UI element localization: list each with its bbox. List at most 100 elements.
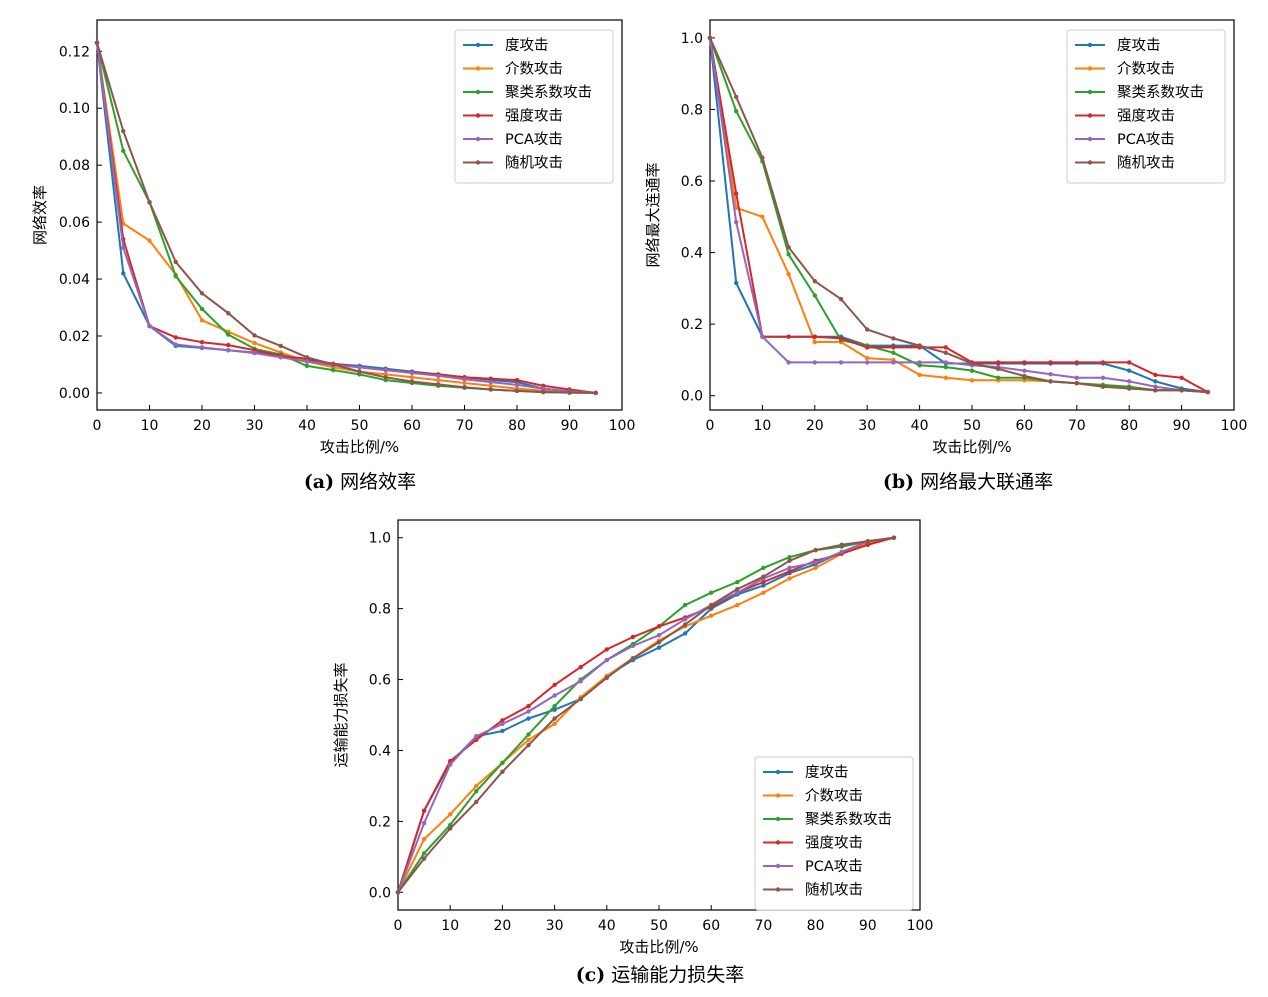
- data-point: [656, 640, 662, 645]
- data-point: [526, 737, 531, 743]
- data-point: [541, 386, 546, 391]
- x-tick-label: 80: [1120, 418, 1138, 434]
- data-point: [1153, 372, 1158, 378]
- data-point: [656, 633, 662, 638]
- x-tick-label: 70: [1068, 418, 1086, 434]
- x-tick-label: 90: [859, 918, 877, 934]
- data-point: [812, 339, 817, 345]
- legend-marker: [775, 793, 781, 798]
- data-point: [436, 377, 441, 383]
- y-tick-label: 0.0: [681, 389, 703, 405]
- data-point: [761, 583, 766, 588]
- data-point: [996, 366, 1001, 372]
- x-tick-label: 30: [246, 418, 264, 434]
- data-point: [421, 808, 427, 813]
- data-point: [630, 643, 636, 649]
- data-point: [526, 716, 531, 721]
- y-tick-label: 0.08: [59, 158, 90, 174]
- data-point: [735, 586, 740, 592]
- data-point: [173, 259, 178, 265]
- legend-marker: [475, 136, 481, 142]
- data-point: [448, 762, 453, 767]
- data-point: [761, 574, 766, 579]
- data-point: [199, 318, 205, 323]
- data-point: [1127, 360, 1132, 365]
- x-tick-label: 0: [93, 418, 102, 434]
- legend-label: 随机攻击: [805, 882, 863, 899]
- data-point: [707, 35, 713, 41]
- y-tick-label: 0.06: [59, 215, 90, 231]
- data-point: [578, 696, 583, 702]
- legend-label: 介数攻击: [505, 61, 563, 78]
- caption-c: (c) 运输能力损失率: [510, 960, 810, 987]
- data-point: [526, 703, 531, 709]
- data-point: [436, 373, 441, 379]
- y-tick-label: 0.6: [369, 673, 391, 689]
- chart-panel-a: 0 10 20 30 40 50 60 70 80 90 100 0.00 0.02 0.04 0.06 0.…: [0, 0, 640, 470]
- data-point: [786, 245, 791, 250]
- series-group: [707, 35, 1210, 395]
- data-point: [199, 345, 205, 350]
- x-tick-label: 100: [907, 918, 934, 934]
- data-point: [656, 624, 662, 629]
- data-point: [474, 783, 479, 789]
- data-point: [462, 385, 467, 390]
- x-tick-label: 90: [561, 418, 579, 434]
- data-point: [1022, 368, 1027, 373]
- y-tick-label: 0.02: [59, 329, 90, 345]
- legend-marker: [775, 887, 781, 892]
- caption-c-letter: (c): [575, 964, 606, 986]
- legend-marker: [475, 113, 481, 118]
- chart-svg: 0 10 20 30 40 50 60 70 80 90 100 0.0 0.2 0.4 0.6 0.8 1.0…: [644, 19, 1247, 456]
- series-line: [96, 42, 596, 394]
- data-point: [488, 387, 493, 392]
- data-point: [226, 311, 231, 316]
- legend-label: 度攻击: [505, 37, 549, 54]
- data-point: [1153, 379, 1158, 384]
- data-point: [735, 602, 740, 608]
- legend-marker: [475, 42, 481, 48]
- data-point: [865, 539, 870, 544]
- legend-marker: [1087, 66, 1093, 71]
- legend-label: 聚类系数攻击: [1117, 84, 1204, 101]
- y-tick-label: 1.0: [681, 31, 703, 47]
- data-point: [474, 734, 479, 739]
- data-point: [421, 856, 427, 861]
- caption-b-text: 网络最大联通率: [920, 471, 1054, 493]
- data-point: [1127, 379, 1132, 384]
- legend-label: 强度攻击: [805, 835, 863, 852]
- data-point: [996, 360, 1001, 365]
- data-point: [760, 214, 765, 219]
- y-axis-label: 运输能力损失率: [332, 662, 350, 767]
- data-point: [1127, 368, 1132, 373]
- x-tick-label: 40: [598, 918, 616, 934]
- data-point: [865, 345, 870, 350]
- x-tick-label: 20: [493, 918, 511, 934]
- data-point: [462, 377, 467, 382]
- data-point: [462, 380, 467, 386]
- data-point: [760, 334, 765, 339]
- data-point: [735, 579, 740, 585]
- data-point: [552, 716, 557, 721]
- data-point: [1100, 360, 1106, 365]
- legend-marker: [775, 769, 781, 775]
- data-point: [1022, 373, 1027, 379]
- legend-label: 聚类系数攻击: [505, 84, 592, 101]
- data-point: [121, 148, 126, 154]
- y-tick-label: 0.04: [59, 272, 90, 288]
- legend-marker: [475, 66, 481, 71]
- data-point: [357, 365, 362, 370]
- x-tick-label: 60: [403, 418, 421, 434]
- data-point: [1048, 379, 1053, 384]
- series-line: [709, 37, 1208, 394]
- data-point: [760, 155, 765, 160]
- data-point: [331, 367, 336, 373]
- data-point: [709, 590, 714, 595]
- data-point: [891, 350, 896, 355]
- data-point: [448, 826, 453, 831]
- data-point: [278, 343, 283, 349]
- data-point: [278, 355, 283, 360]
- legend-label: 随机攻击: [1117, 155, 1175, 172]
- chart-panel-b: 0 10 20 30 40 50 60 70 80 90 100 0.0 0.2 0.4 0.6 0.8 1.0…: [640, 0, 1268, 470]
